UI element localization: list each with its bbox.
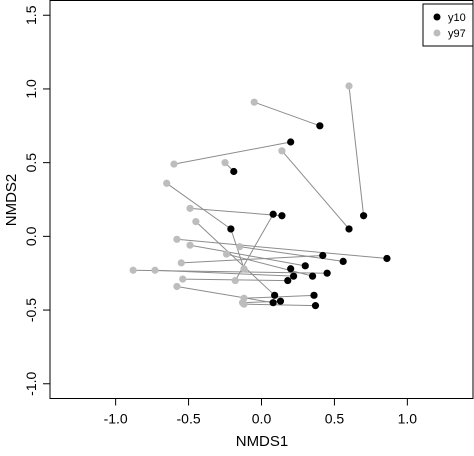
x-axis-title: NMDS1 xyxy=(236,433,289,450)
point-y97 xyxy=(151,266,159,274)
legend-box xyxy=(422,3,474,47)
x-tick-label: -0.5 xyxy=(177,411,201,427)
pair-line xyxy=(348,85,365,216)
y-tick-label: 0.0 xyxy=(23,226,39,246)
pair-lines xyxy=(133,85,387,307)
point-y10 xyxy=(319,251,327,260)
plot-area-frame xyxy=(49,0,474,399)
point-y10 xyxy=(316,122,324,130)
y-tick-label: -0.5 xyxy=(23,298,39,322)
point-y10 xyxy=(345,225,353,233)
point-y97 xyxy=(186,241,194,249)
point-y10 xyxy=(311,302,320,310)
pair-line xyxy=(189,207,282,217)
x-tick-label: -1.0 xyxy=(104,411,128,427)
x-tick-label: 1.0 xyxy=(398,411,418,427)
pair-line xyxy=(254,101,321,127)
y-tick-label: 1.0 xyxy=(23,79,39,99)
point-y97 xyxy=(192,218,200,226)
point-y10 xyxy=(269,299,277,307)
pair-line xyxy=(176,285,274,304)
point-y10 xyxy=(383,254,391,263)
pair-line xyxy=(176,238,387,259)
pair-line xyxy=(281,150,350,230)
point-y97 xyxy=(177,259,185,267)
legend-label-y97: y97 xyxy=(448,28,466,40)
point-y97 xyxy=(186,204,194,212)
pair-line xyxy=(189,244,306,267)
point-y97 xyxy=(163,179,171,187)
point-y97 xyxy=(173,282,181,291)
pair-line xyxy=(243,303,316,307)
point-y10 xyxy=(339,257,347,266)
point-y97 xyxy=(173,235,181,243)
point-y97 xyxy=(222,250,231,258)
point-y97 xyxy=(278,147,286,155)
point-y97 xyxy=(221,159,229,167)
y-tick-label: -1.0 xyxy=(23,371,39,395)
point-y10 xyxy=(269,210,277,218)
point-y10 xyxy=(301,262,309,270)
point-y97 xyxy=(240,300,248,308)
data-points xyxy=(129,82,391,310)
x-tick-label: 0.5 xyxy=(325,411,345,427)
axes: -1.0 -0.5 0.0 0.5 1.0 -1.0 -0.5 0.0 0.5 1.0 1.5 xyxy=(23,5,417,426)
point-y10 xyxy=(284,276,292,285)
point-y97 xyxy=(170,160,178,168)
point-y97 xyxy=(236,243,244,251)
point-y10 xyxy=(360,212,368,220)
pair-line xyxy=(181,255,323,264)
legend-marker-y10 xyxy=(433,13,441,21)
point-y97 xyxy=(129,266,137,274)
y-axis-title: NMDS2 xyxy=(3,174,20,227)
point-y10 xyxy=(287,138,295,146)
y-tick-label: 1.5 xyxy=(23,5,39,25)
pair-line xyxy=(195,221,275,296)
legend-label-y10: y10 xyxy=(448,12,466,24)
point-y10 xyxy=(271,291,279,299)
point-y97 xyxy=(250,98,258,106)
legend-marker-y97 xyxy=(433,29,441,37)
point-y97 xyxy=(345,82,353,90)
pair-line xyxy=(239,246,344,262)
pair-line xyxy=(166,182,232,230)
point-y97 xyxy=(240,265,248,273)
pair-line xyxy=(154,269,294,277)
point-y97 xyxy=(231,276,239,285)
point-y10 xyxy=(323,269,331,277)
point-y10 xyxy=(227,225,235,233)
point-y10 xyxy=(289,272,298,280)
point-y10 xyxy=(308,272,317,280)
point-y10 xyxy=(278,212,286,220)
y-tick-label: 0.5 xyxy=(23,153,39,173)
legend: y10 y97 xyxy=(422,3,474,47)
point-y10 xyxy=(310,291,318,299)
point-y10 xyxy=(276,297,285,305)
point-y97 xyxy=(179,275,187,283)
x-tick-label: 0.0 xyxy=(252,411,272,427)
pair-line xyxy=(173,141,291,165)
point-y10 xyxy=(230,167,238,176)
point-y10 xyxy=(287,265,295,273)
pair-line xyxy=(243,294,315,299)
